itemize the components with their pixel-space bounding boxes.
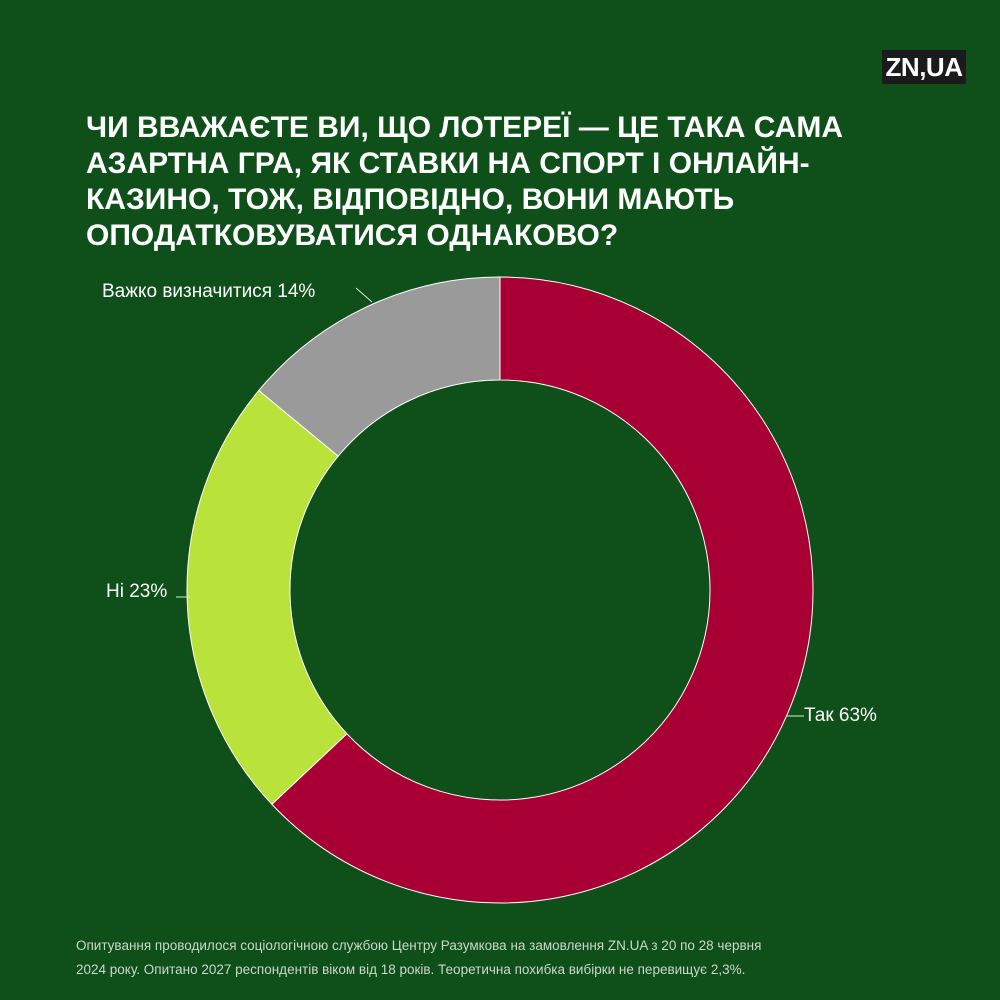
slice-label-yes: Так 63% xyxy=(804,705,877,726)
survey-footnote: Опитування проводилося соціологічною слу… xyxy=(76,934,936,982)
chart-title: ЧИ ВВАЖАЄТЕ ВИ, ЩО ЛОТЕРЕЇ — ЦЕ ТАКА САМ… xyxy=(86,111,844,252)
footnote-line-1: Опитування проводилося соціологічною слу… xyxy=(76,938,762,953)
slice-hard-to-say xyxy=(258,276,501,457)
slice-no xyxy=(186,389,348,805)
brand-logo: ZN,UA xyxy=(882,50,966,84)
slice-label-hard-to-say: Важко визначитися 14% xyxy=(102,281,315,302)
leader-line xyxy=(355,287,373,303)
slice-yes xyxy=(271,276,814,904)
slice-label-no: Ні 23% xyxy=(106,581,167,602)
footnote-line-2: 2024 року. Опитано 2027 респондентів вік… xyxy=(76,962,746,977)
